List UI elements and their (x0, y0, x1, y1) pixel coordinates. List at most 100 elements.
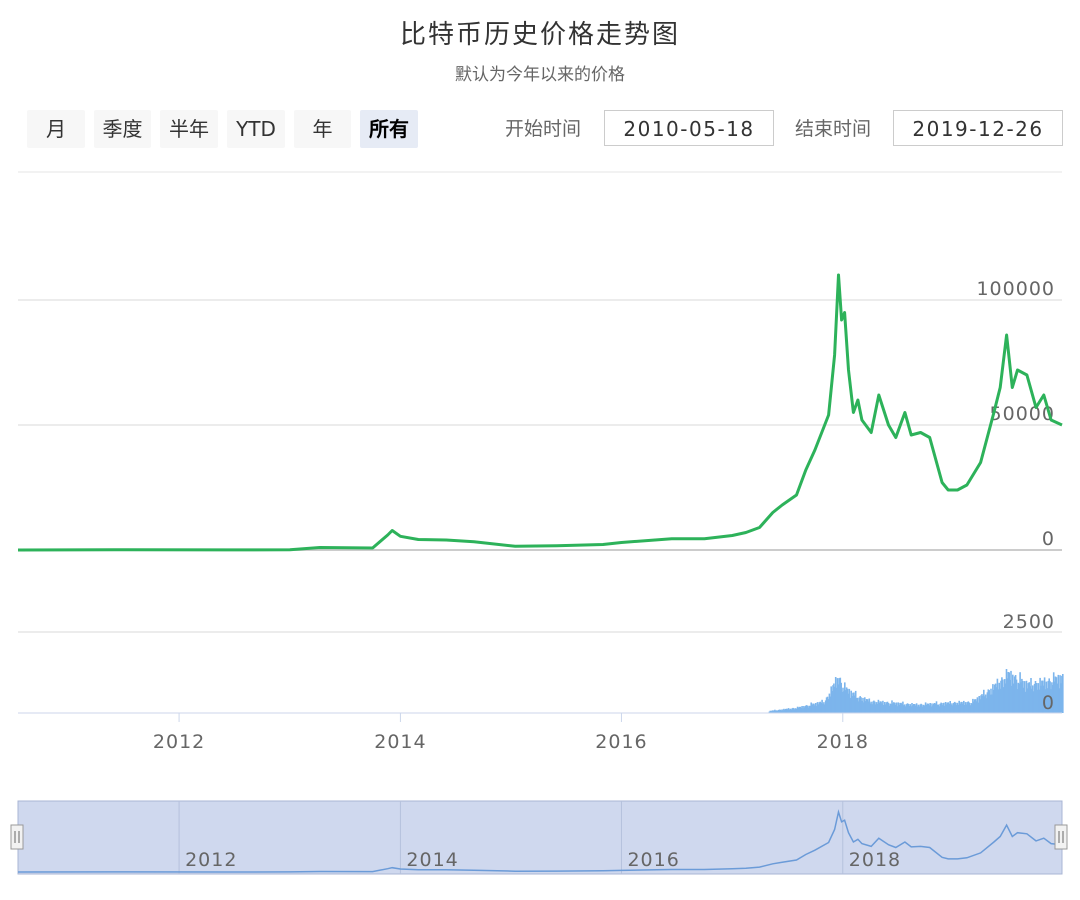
volume-bar (775, 710, 777, 713)
volume-bar (795, 708, 798, 713)
volume-bar (871, 704, 873, 713)
volume-bar (824, 700, 827, 713)
volume-bar (906, 703, 909, 713)
volume-bar (965, 704, 968, 713)
volume-bar (829, 696, 832, 713)
volume-bar (862, 697, 864, 713)
volume-bar (798, 706, 801, 713)
navigator-left-handle[interactable] (10, 824, 24, 850)
volume-bar (850, 690, 852, 713)
volume-bar (863, 702, 865, 713)
volume-bar (916, 706, 919, 713)
volume-bar (887, 702, 890, 713)
volume-bar (794, 708, 797, 713)
volume-bar (777, 710, 780, 713)
start-date-input[interactable]: 2010-05-18 (604, 110, 774, 146)
volume-bar (949, 701, 951, 713)
volume-bar (1019, 672, 1021, 713)
volume-bar (784, 709, 786, 713)
navigator-right-handle[interactable] (1054, 824, 1068, 850)
volume-bar (1033, 683, 1036, 713)
volume-bar (978, 696, 980, 713)
range-button-year[interactable]: 年 (294, 110, 351, 148)
volume-bar (974, 699, 977, 713)
volume-bar (768, 711, 771, 713)
volume-bar (913, 704, 916, 713)
volume-bar (945, 704, 948, 713)
volume-bar (1049, 681, 1051, 713)
range-button-half-year[interactable]: 半年 (160, 110, 218, 148)
volume-bar (894, 702, 896, 713)
volume-bar (836, 678, 839, 713)
volume-bar (910, 706, 912, 713)
volume-bar (952, 705, 954, 713)
volume-bar (826, 696, 829, 713)
range-button-quarter[interactable]: 季度 (94, 110, 151, 148)
volume-bar (1024, 691, 1027, 713)
volume-bar (772, 710, 774, 713)
volume-bar (815, 706, 818, 713)
volume-bar (778, 709, 781, 713)
start-date-label: 开始时间 (505, 118, 582, 140)
volume-bar (869, 703, 871, 713)
volume-bar (796, 706, 799, 713)
volume-bar (799, 706, 802, 713)
volume-bar (1023, 681, 1026, 713)
volume-bar (1044, 689, 1047, 713)
volume-bar (848, 688, 851, 713)
volume-bar (897, 702, 900, 713)
volume-bar (834, 677, 837, 713)
volume-bar (822, 703, 824, 713)
volume-bar (1002, 679, 1004, 713)
volume-bar (1020, 682, 1022, 713)
volume-bar (1050, 689, 1052, 713)
range-button-all[interactable]: 所有 (360, 110, 418, 148)
end-date-input[interactable]: 2019-12-26 (893, 110, 1063, 146)
volume-bar (912, 705, 914, 713)
volume-bar (859, 696, 861, 713)
volume-bar (990, 688, 992, 713)
volume-bar (967, 701, 970, 713)
volume-bar (785, 708, 788, 713)
volume-bar (926, 703, 929, 713)
volume-bar (936, 704, 939, 713)
volume-bar (781, 709, 783, 713)
volume-bar (958, 700, 960, 713)
volume-bar (954, 702, 957, 713)
price-ytick-label-0: 0 (1042, 528, 1055, 550)
volume-bar (819, 701, 822, 713)
volume-bar (935, 701, 938, 713)
volume-bar (853, 692, 855, 713)
volume-bar (1031, 688, 1033, 713)
range-button-ytd[interactable]: YTD (227, 110, 285, 148)
range-button-month[interactable]: 月 (27, 110, 85, 148)
volume-bar (975, 701, 978, 713)
volume-bar (983, 689, 985, 713)
volume-bar (1030, 678, 1032, 713)
volume-bar (963, 705, 966, 713)
volume-ytick-label-0: 0 (1042, 692, 1055, 714)
volume-bar (849, 697, 851, 713)
volume-bar (933, 703, 936, 713)
volume-bar (927, 703, 930, 713)
volume-bar (793, 708, 795, 713)
volume-bar (964, 702, 967, 713)
volume-bar (873, 700, 875, 713)
volume-bar (854, 690, 857, 713)
volume-bar (828, 693, 831, 713)
volume-bar (893, 702, 895, 713)
volume-bar (825, 697, 828, 713)
volume-bar (982, 695, 984, 713)
volume-bar (943, 702, 945, 713)
volume-bar (841, 691, 843, 713)
volume-bar (804, 707, 806, 713)
volume-bar (824, 704, 826, 713)
volume-bar (894, 704, 897, 713)
volume-bar (977, 702, 980, 713)
volume-bar (797, 708, 800, 713)
navigator-selection[interactable] (17, 800, 1063, 875)
volume-bar (907, 703, 910, 713)
volume-bar (1042, 685, 1045, 713)
volume-bar (810, 702, 812, 713)
volume-bar (989, 694, 991, 713)
